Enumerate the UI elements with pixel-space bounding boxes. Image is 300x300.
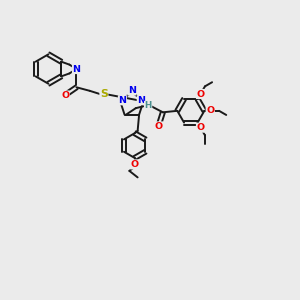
Text: O: O: [206, 106, 214, 115]
Text: N: N: [118, 96, 126, 105]
Text: H: H: [145, 101, 152, 110]
Text: N: N: [128, 86, 136, 95]
Text: O: O: [155, 122, 163, 131]
Text: N: N: [137, 96, 145, 105]
Text: O: O: [130, 160, 139, 169]
Text: O: O: [61, 91, 69, 100]
Text: N: N: [73, 64, 80, 74]
Text: O: O: [196, 89, 205, 98]
Text: O: O: [196, 123, 205, 132]
Text: S: S: [100, 89, 108, 99]
